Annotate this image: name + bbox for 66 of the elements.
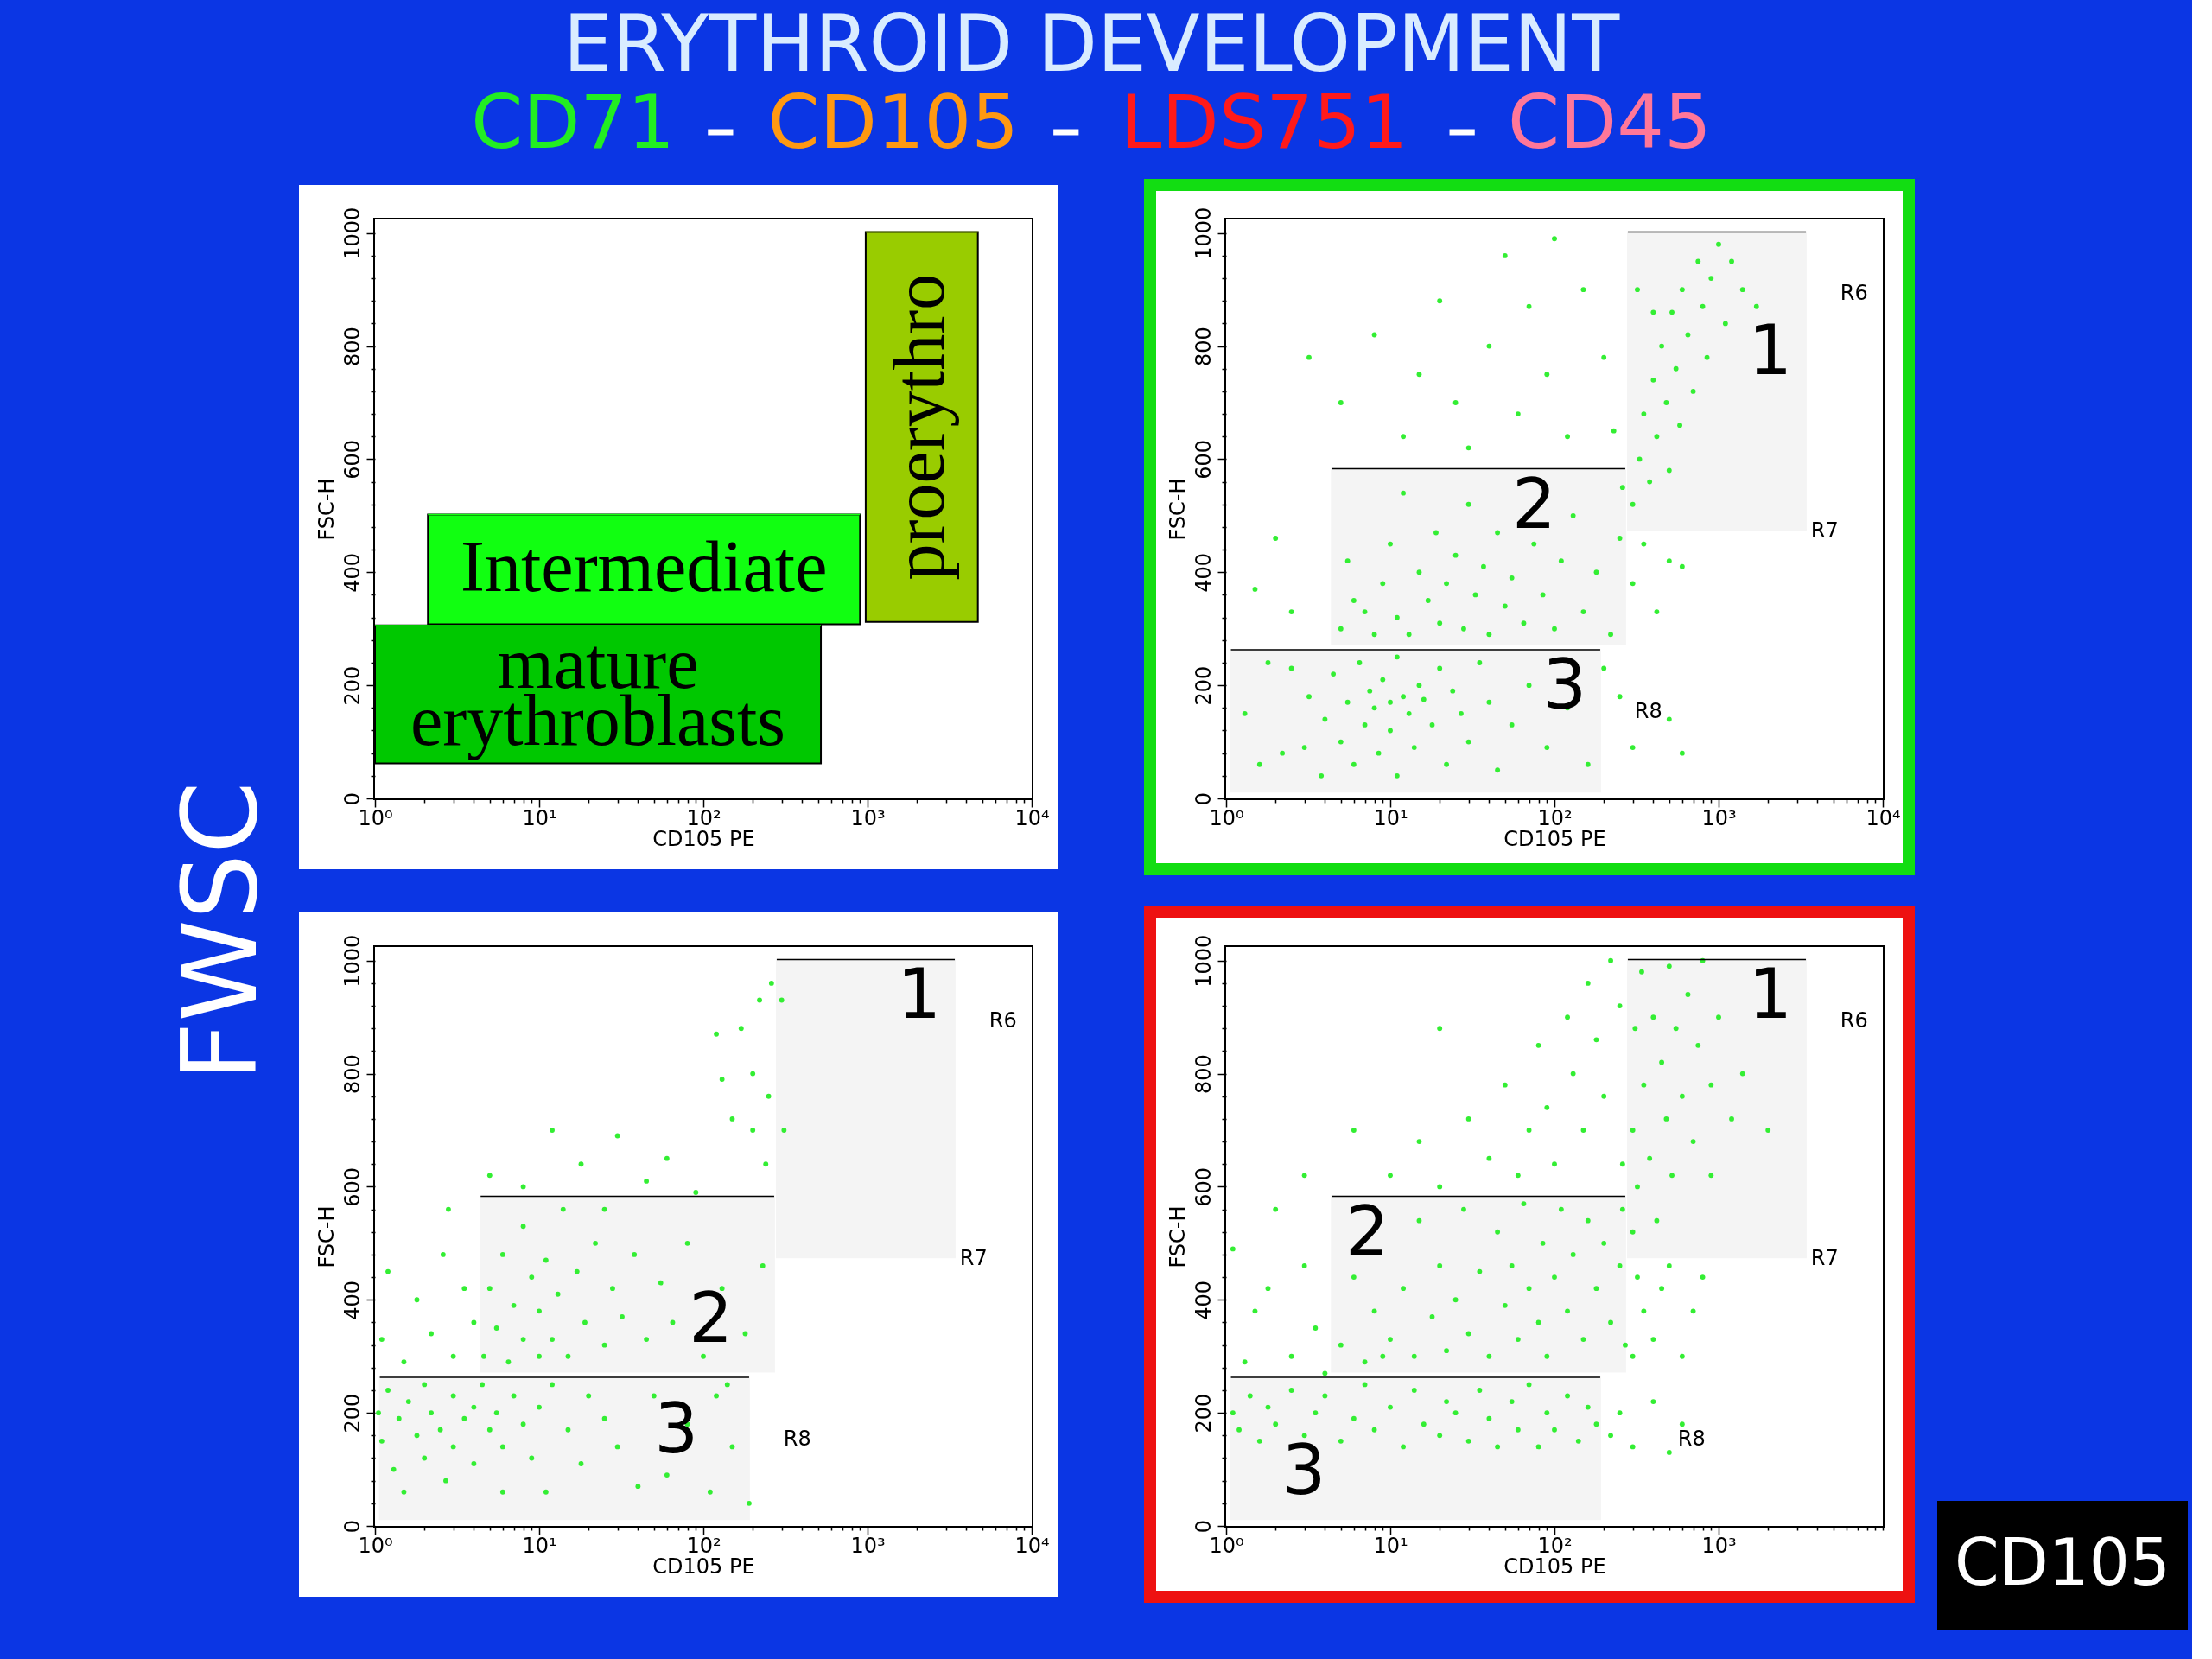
annotation: 3 — [654, 1388, 699, 1469]
y-tick-label: 800 — [340, 1054, 365, 1094]
series-label: mature erythroblasts — [410, 622, 785, 760]
y-tick-label: 800 — [340, 327, 365, 366]
annotation: 2 — [689, 1278, 734, 1359]
text: R8 — [783, 1426, 811, 1451]
y-tick-label: 1000 — [340, 934, 365, 988]
x-tick-label: 10¹ — [522, 805, 557, 830]
y-tick-label: 1000 — [1191, 934, 1216, 988]
x-tick-label: 10³ — [1701, 1533, 1737, 1558]
y-tick-label: 600 — [340, 440, 365, 480]
y-tick-label: 600 — [1191, 1167, 1216, 1207]
text: proerythro — [878, 273, 959, 581]
y-tick-label: 200 — [340, 1393, 365, 1433]
x-tick-label: 10⁴ — [1014, 1533, 1050, 1558]
y-tick-label: 400 — [340, 1280, 365, 1320]
y-axis-title: FSC-H — [314, 1205, 339, 1268]
y-tick-label: 400 — [1191, 1280, 1216, 1320]
y-tick-label: 0 — [340, 1519, 365, 1534]
text: R7 — [1810, 1245, 1839, 1270]
x-tick-label: 10⁴ — [1866, 805, 1901, 830]
text: R6 — [1840, 1008, 1868, 1033]
annotation: 3 — [1281, 1429, 1326, 1510]
x-tick-label: 10⁰ — [358, 1533, 393, 1558]
x-tick-label: 10⁰ — [1209, 1533, 1244, 1558]
y-axis-title: FSC-H — [1165, 478, 1190, 541]
annotation: 2 — [1511, 463, 1556, 544]
text: R7 — [959, 1245, 988, 1270]
y-tick-label: 200 — [1191, 1393, 1216, 1433]
x-tick-label: 10¹ — [1373, 805, 1408, 830]
x-tick-label: 10¹ — [1373, 1533, 1408, 1558]
y-tick-label: 600 — [340, 1167, 365, 1207]
text: R7 — [1810, 518, 1839, 543]
annotation: 1 — [1748, 954, 1793, 1035]
x-tick-label: 10³ — [850, 1533, 886, 1558]
annotation: 2 — [1345, 1191, 1389, 1272]
annotation: 1 — [897, 954, 942, 1035]
text: R6 — [1840, 281, 1868, 306]
x-tick-label: 10¹ — [522, 1533, 557, 1558]
y-tick-label: 200 — [1191, 665, 1216, 706]
y-axis-title: FSC-H — [314, 478, 339, 541]
y-tick-label: 400 — [340, 552, 365, 593]
text: CD105 — [1955, 1525, 2171, 1599]
x-tick-label: 10⁰ — [358, 805, 393, 830]
annotation: 3 — [1542, 644, 1587, 725]
y-tick-label: 0 — [1191, 791, 1216, 806]
text: R8 — [1677, 1426, 1706, 1451]
text: FWSC — [160, 781, 280, 1082]
x-tick-label: 10⁴ — [1014, 805, 1050, 830]
y-tick-label: 0 — [340, 791, 365, 806]
y-tick-label: 1000 — [340, 207, 365, 260]
text: R8 — [1634, 698, 1662, 723]
y-tick-label: 1000 — [1191, 207, 1216, 260]
x-tick-label: 10³ — [850, 805, 886, 830]
text: R6 — [988, 1008, 1017, 1033]
y-tick-label: 800 — [1191, 327, 1216, 366]
y-tick-label: 0 — [1191, 1519, 1216, 1534]
x-tick-label: 10⁰ — [1209, 805, 1244, 830]
y-tick-label: 800 — [1191, 1054, 1216, 1094]
series-label: Intermediate — [461, 526, 828, 607]
annotation: 1 — [1748, 309, 1793, 391]
y-axis-title: FSC-H — [1165, 1205, 1190, 1268]
y-tick-label: 600 — [1191, 440, 1216, 480]
y-tick-label: 200 — [340, 665, 365, 706]
y-tick-label: 400 — [1191, 552, 1216, 593]
x-tick-label: 10³ — [1701, 805, 1737, 830]
